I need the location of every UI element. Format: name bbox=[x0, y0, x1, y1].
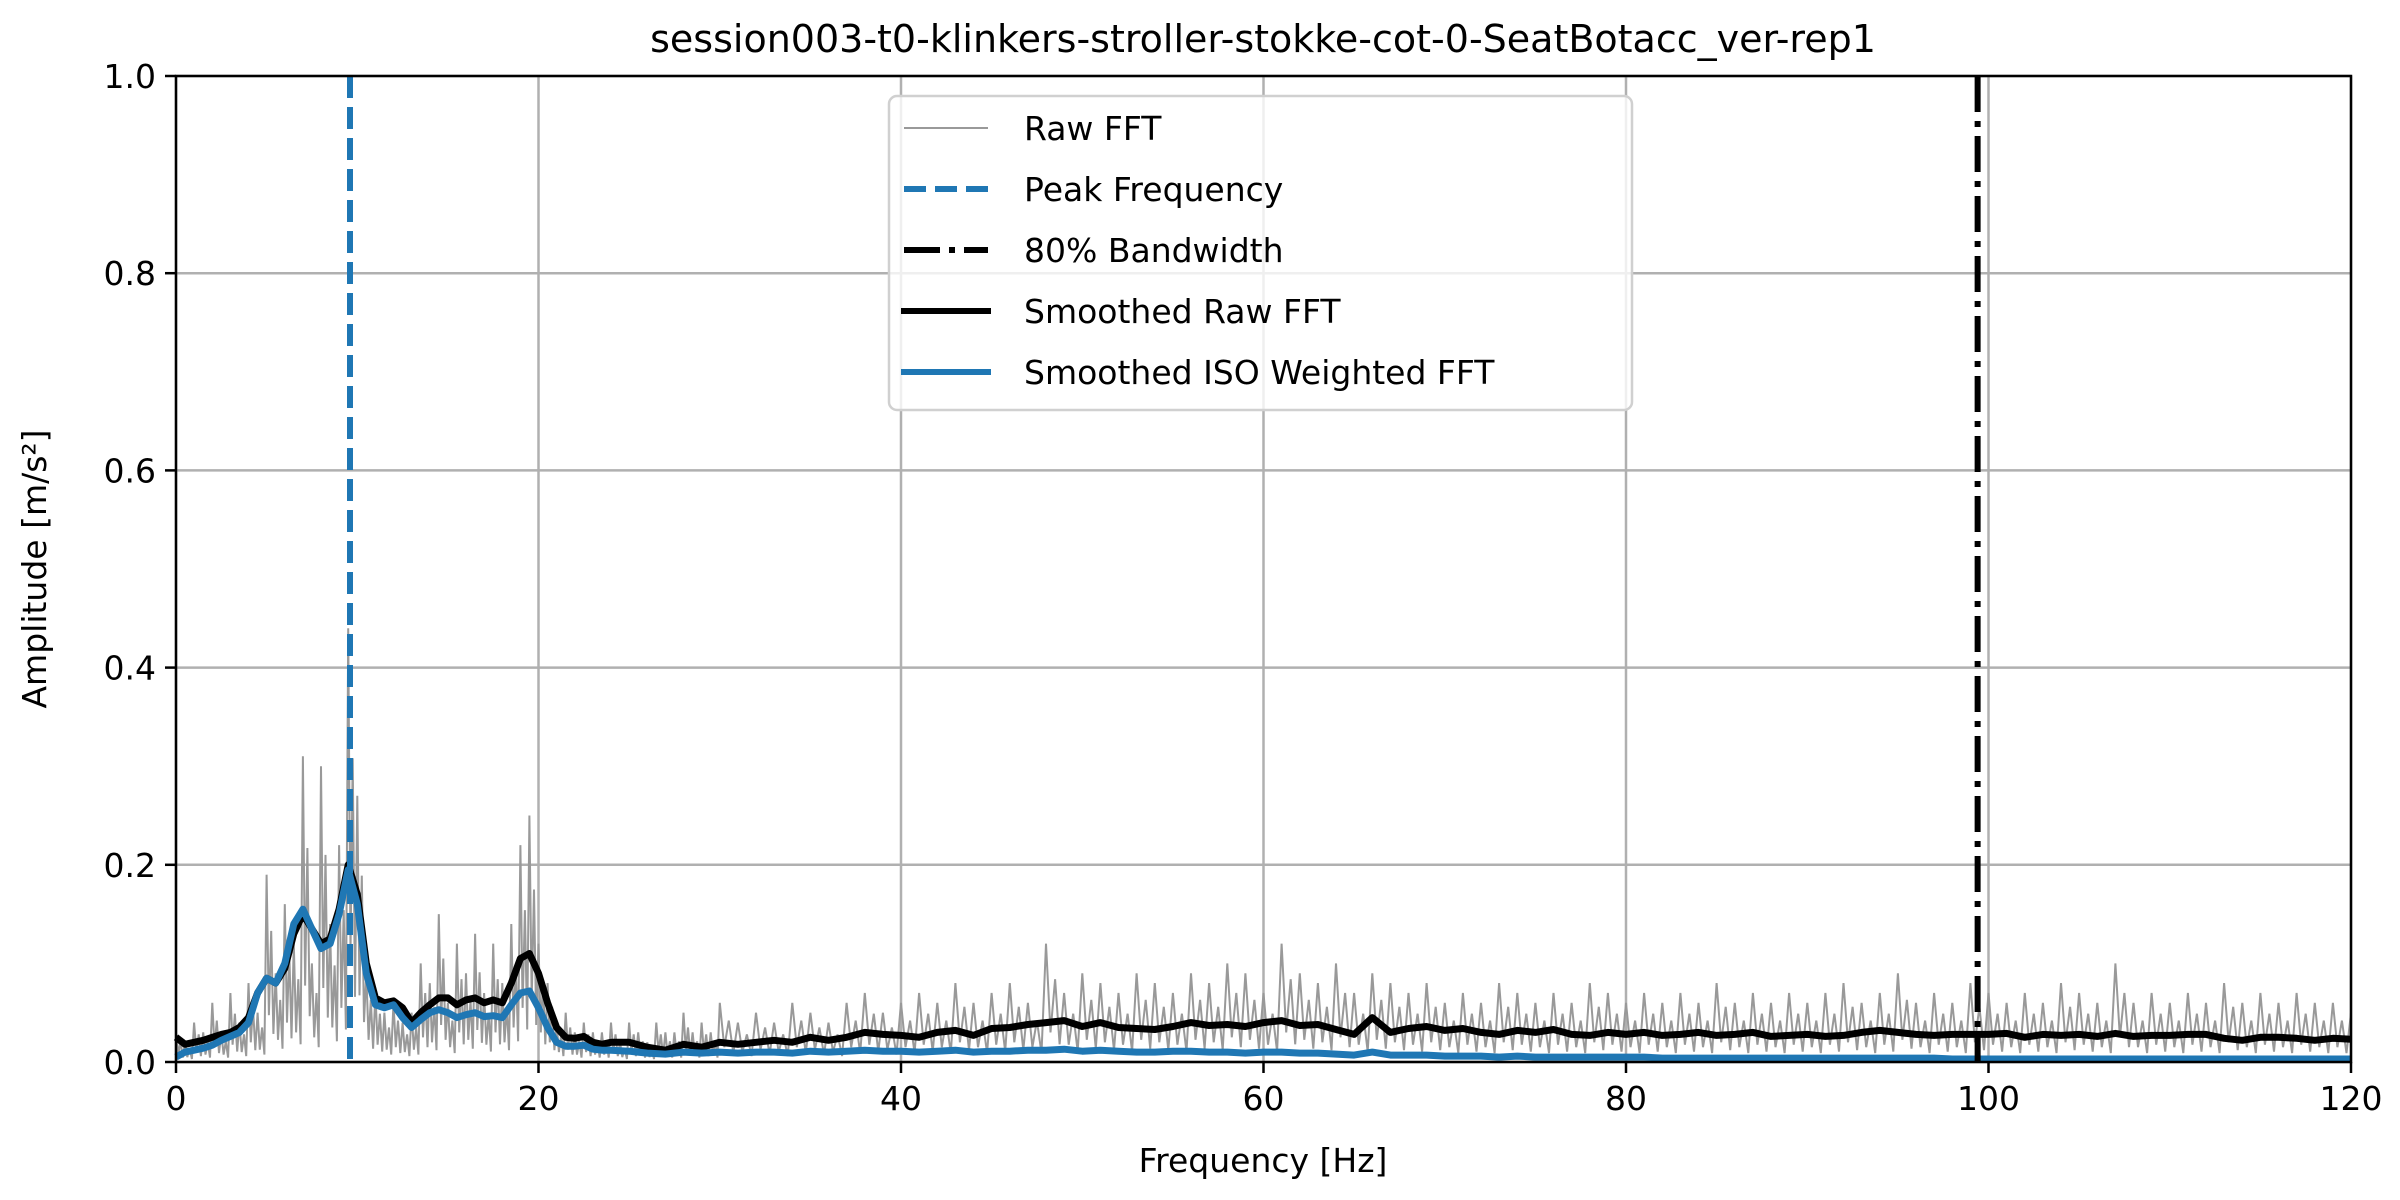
series-layer bbox=[173, 76, 2352, 1063]
y-tick-label: 0.4 bbox=[104, 649, 156, 688]
x-tick-label: 60 bbox=[1243, 1079, 1285, 1118]
y-tick-label: 0.2 bbox=[104, 846, 156, 885]
legend-peak-label: Peak Frequency bbox=[1024, 170, 1283, 209]
legend-box bbox=[887, 94, 1634, 412]
y-axis-label: Amplitude [m/s²] bbox=[15, 429, 54, 708]
y-tick-label: 0.8 bbox=[104, 254, 156, 293]
smoothed-raw-fft-line bbox=[173, 861, 2352, 1054]
legend-smoothed-iso-label: Smoothed ISO Weighted FFT bbox=[1024, 353, 1495, 392]
x-axis-label: Frequency [Hz] bbox=[1139, 1141, 1388, 1180]
x-tick-label: 100 bbox=[1957, 1079, 2020, 1118]
legend-bandwidth-label: 80% Bandwidth bbox=[1024, 231, 1284, 270]
legend-smoothed-raw-label: Smoothed Raw FFT bbox=[1024, 292, 1341, 331]
y-tick-label: 1.0 bbox=[104, 57, 156, 96]
legend-raw-label: Raw FFT bbox=[1024, 109, 1162, 148]
legend: Raw FFT Peak Frequency 80% Bandwidth Smo… bbox=[887, 94, 1634, 412]
smoothed-iso-weighted-fft-line bbox=[174, 866, 2351, 1063]
x-tick-label: 0 bbox=[166, 1079, 187, 1118]
x-tick-label: 80 bbox=[1605, 1079, 1647, 1118]
chart-title: session003-t0-klinkers-stroller-stokke-c… bbox=[650, 17, 1876, 61]
x-tick-label: 120 bbox=[2320, 1079, 2383, 1118]
x-tick-label: 20 bbox=[518, 1079, 560, 1118]
ticks: 0 20 40 60 80 100 120 0.0 0.2 0.4 0.6 0.8 1.0 bbox=[104, 57, 2383, 1118]
x-tick-label: 40 bbox=[880, 1079, 922, 1118]
y-tick-label: 0.0 bbox=[104, 1043, 156, 1082]
y-tick-label: 0.6 bbox=[104, 451, 156, 490]
